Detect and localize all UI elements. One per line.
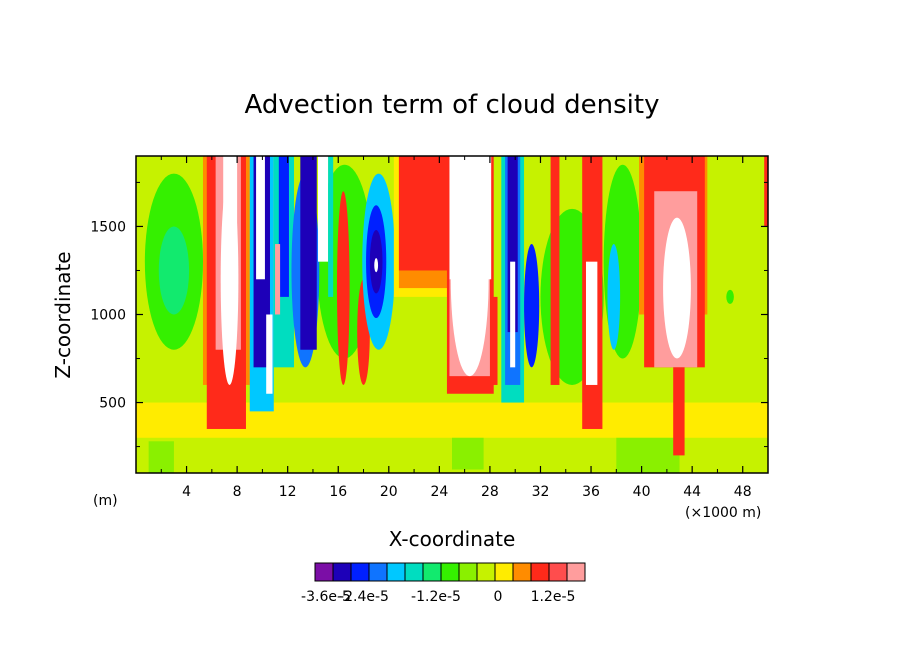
x-unit-left-label: (m) (93, 493, 118, 509)
heatmap-region (673, 367, 685, 456)
colorbar-swatch (350, 562, 370, 582)
colorbar-swatch (458, 562, 478, 582)
heatmap-region (764, 156, 768, 227)
colorbar-swatch (368, 562, 388, 582)
colorbar-swatch (440, 562, 460, 582)
chart-title: Advection term of cloud density (245, 90, 660, 120)
colorbar-swatch (404, 562, 424, 582)
heatmap-region (328, 156, 334, 297)
heatmap-region (223, 156, 238, 262)
x-tick-label: 32 (532, 484, 550, 500)
colorbar-tick-label: 0 (494, 589, 503, 605)
colorbar-swatch (332, 562, 352, 582)
heatmap-region (266, 314, 273, 394)
heatmap-region (507, 156, 518, 333)
heatmap-region (158, 226, 190, 315)
x-tick-label: 24 (430, 484, 448, 500)
x-tick-label: 16 (329, 484, 347, 500)
x-axis: 4 8 12 16 20 24 28 32 36 40 44 48 (160, 156, 752, 500)
heatmap-region (300, 156, 317, 350)
x-tick-label: 28 (481, 484, 499, 500)
heatmap-region (492, 296, 498, 385)
y-axis: 500 1000 1500 (90, 181, 768, 448)
heatmap-region (510, 261, 516, 368)
heatmap-region (663, 217, 691, 359)
heatmap-region (452, 437, 484, 470)
colorbar (314, 562, 586, 582)
colorbar-swatch (512, 562, 532, 582)
heatmap-region (607, 244, 621, 350)
colorbar-swatch (566, 562, 586, 582)
x-tick-label: 4 (182, 484, 191, 500)
colorbar-swatch (386, 562, 406, 582)
heatmap-region (275, 244, 281, 315)
colorbar-tick-label: -3.6e-5 (301, 589, 351, 605)
x-tick-label: 44 (683, 484, 701, 500)
heatmap-region (318, 156, 329, 262)
x-tick-label: 12 (279, 484, 297, 500)
colorbar-swatch (476, 562, 496, 582)
heatmap-region (336, 191, 350, 385)
heatmap-region (256, 156, 265, 280)
heatmap-region (449, 156, 492, 280)
colorbar-tick-label: 1.2e-5 (531, 589, 576, 605)
colorbar-swatch (422, 562, 442, 582)
heatmap-region (550, 156, 560, 385)
y-tick-label: 1000 (90, 308, 126, 324)
heatmap-region (374, 258, 379, 273)
colorbar-swatch (314, 562, 334, 582)
heatmap-region (616, 437, 680, 473)
heatmap-region (524, 244, 540, 368)
y-axis-label: Z-coordinate (51, 251, 75, 378)
heatmap-region (148, 441, 174, 473)
heatmap-region (278, 156, 289, 297)
x-tick-label: 36 (582, 484, 600, 500)
colorbar-tick-label: -2.4e-5 (339, 589, 389, 605)
y-tick-label: 1500 (90, 219, 126, 235)
colorbar-tick-label: -1.2e-5 (411, 589, 461, 605)
heatmap-field (136, 156, 768, 473)
heatmap-region (726, 289, 734, 304)
x-tick-label: 40 (633, 484, 651, 500)
colorbar-swatch (530, 562, 550, 582)
y-tick-label: 500 (99, 396, 126, 412)
colorbar-swatch (548, 562, 568, 582)
x-tick-label: 8 (233, 484, 242, 500)
x-unit-right-label: (×1000 m) (685, 505, 761, 521)
colorbar-labels: -3.6e-5-2.4e-5 -1.2e-5 0 1.2e-5 (301, 589, 575, 605)
x-axis-label: X-coordinate (389, 527, 516, 551)
heatmap-region (585, 261, 598, 385)
x-tick-label: 48 (734, 484, 752, 500)
heatmap-region (398, 156, 450, 271)
colorbar-swatch (494, 562, 514, 582)
x-tick-label: 20 (380, 484, 398, 500)
